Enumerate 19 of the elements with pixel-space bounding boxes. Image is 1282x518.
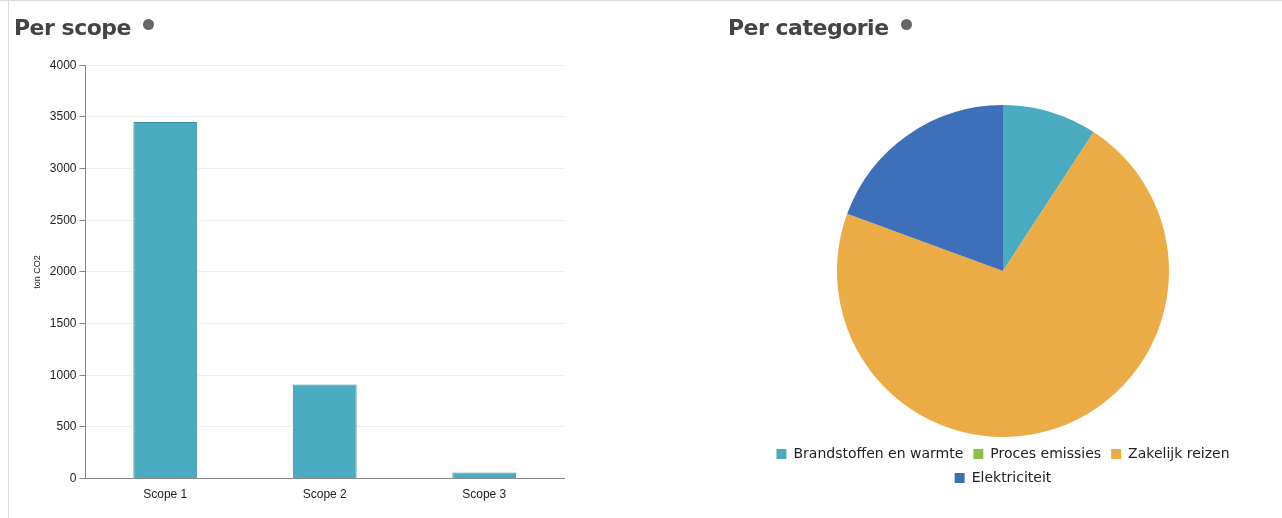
x-tick-label: Scope 1 (143, 487, 188, 502)
chart-title: Per scope (14, 15, 131, 40)
y-tick-label: 0 (69, 470, 77, 485)
y-tick-label: 1500 (49, 315, 77, 330)
y-tick-label: 4000 (49, 57, 77, 72)
legend-label: Zakelijk reizen (1128, 444, 1230, 461)
x-tick-label: Scope 3 (462, 487, 507, 502)
y-tick-label: 1000 (49, 367, 77, 382)
x-tick-label: Scope 2 (302, 487, 348, 502)
y-tick-label: 3500 (49, 109, 77, 124)
y-axis-title: ton CO2 (31, 255, 42, 289)
y-tick-label: 500 (56, 419, 77, 434)
legend-label: Elektriciteit (971, 468, 1052, 485)
y-tick-label: 2500 (49, 212, 77, 227)
y-tick-label: 3000 (49, 160, 77, 175)
legend-label: Proces emissies (990, 444, 1102, 461)
y-tick-label: 2000 (49, 264, 77, 279)
chart-title: Per categorie (728, 15, 889, 40)
legend-label: Brandstoffen en warmte (793, 444, 964, 461)
